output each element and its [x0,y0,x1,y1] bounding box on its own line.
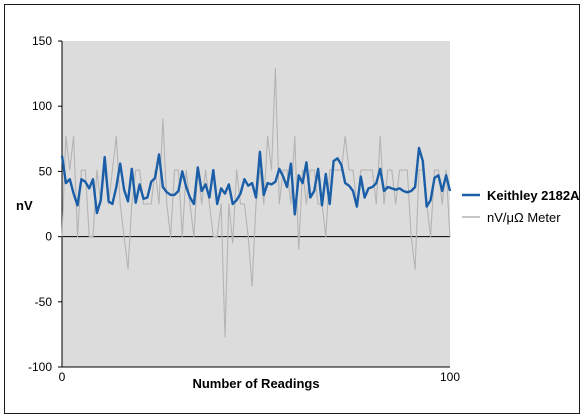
y-tick-label: 100 [32,99,52,113]
y-tick-label: -50 [35,295,53,309]
y-tick-label: 0 [45,230,52,244]
series-line-nv-meter [61,67,451,338]
series-line-keithley [60,146,452,216]
x-tick-label: 100 [440,370,460,384]
y-tick-label: -100 [28,360,52,374]
series-layer [60,67,452,338]
y-tick-label: 150 [32,34,52,48]
x-tick-label: 0 [59,370,66,384]
y-axis-label: nV [16,198,33,213]
legend-label-keithley: Keithley 2182A [487,188,580,203]
y-axis-ticks: 150 100 50 0 -50 -100 [28,34,62,374]
legend-label-nv-meter: nV/μΩ Meter [487,210,561,225]
legend: Keithley 2182A nV/μΩ Meter [462,188,580,225]
y-tick-label: 50 [39,164,53,178]
x-axis-ticks: 0 100 [59,370,461,384]
x-axis-label: Number of Readings [192,376,319,391]
